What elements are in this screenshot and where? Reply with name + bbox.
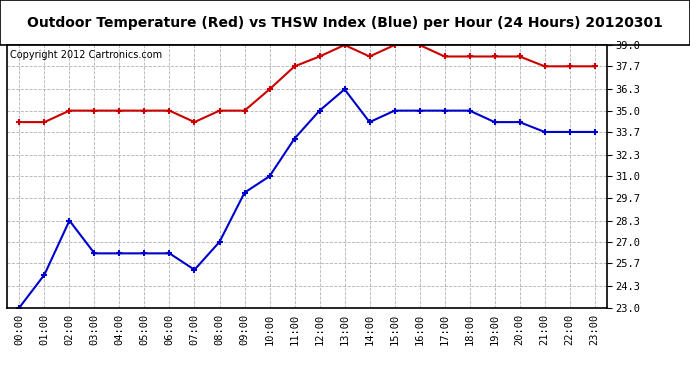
Text: Copyright 2012 Cartronics.com: Copyright 2012 Cartronics.com <box>10 50 162 60</box>
FancyBboxPatch shape <box>0 0 690 45</box>
Text: Outdoor Temperature (Red) vs THSW Index (Blue) per Hour (24 Hours) 20120301: Outdoor Temperature (Red) vs THSW Index … <box>27 15 663 30</box>
